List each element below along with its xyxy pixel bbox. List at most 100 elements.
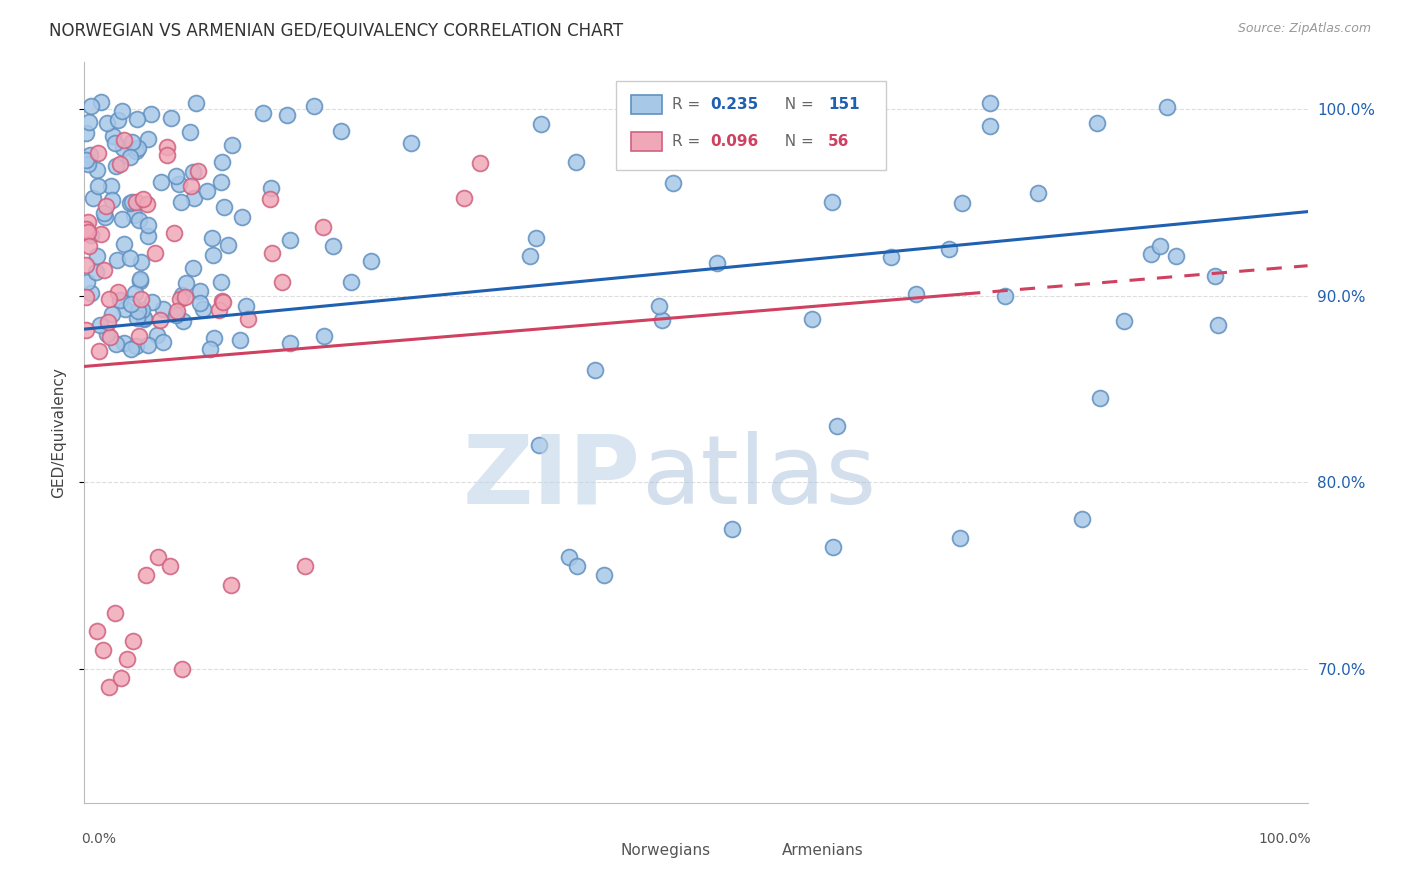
Point (1139, 247, 1161, 261)
Bar (631, 132, 662, 151)
Point (647, 299, 669, 313)
Text: 100.0%: 100.0% (1258, 832, 1312, 847)
FancyBboxPatch shape (616, 81, 886, 169)
Point (166, 303, 188, 318)
Point (77, 115, 100, 129)
Point (132, 192, 155, 206)
Point (96, 326, 118, 341)
Point (136, 338, 159, 352)
Point (260, 181, 283, 195)
Text: 0.235: 0.235 (710, 97, 759, 112)
Point (101, 307, 124, 321)
Point (661, 176, 683, 190)
Point (135, 568, 157, 582)
Point (97, 315, 120, 329)
Point (75, 153, 97, 167)
Point (159, 558, 181, 573)
Point (136, 197, 159, 211)
Point (103, 128, 125, 143)
Point (139, 107, 162, 121)
Point (278, 233, 301, 247)
Point (163, 226, 186, 240)
Point (112, 133, 135, 147)
Point (79, 147, 101, 161)
Point (322, 239, 344, 253)
Point (994, 288, 1017, 302)
Point (104, 136, 127, 150)
Point (112, 237, 135, 252)
Point (1026, 186, 1049, 201)
Point (1149, 239, 1171, 253)
Point (75, 323, 97, 337)
Point (128, 213, 150, 227)
Point (107, 113, 129, 128)
Point (90, 227, 112, 241)
Text: atlas: atlas (641, 431, 876, 524)
Point (278, 336, 301, 351)
Text: Norwegians: Norwegians (620, 844, 710, 858)
Point (127, 141, 149, 155)
Text: ZIP: ZIP (463, 431, 641, 524)
Point (127, 112, 149, 127)
Point (131, 255, 153, 269)
Point (311, 220, 333, 235)
Point (129, 274, 152, 288)
Point (211, 293, 233, 308)
Point (107, 285, 129, 299)
Point (146, 549, 169, 564)
Text: N =: N = (776, 134, 820, 149)
Point (120, 252, 142, 266)
Point (89, 318, 111, 332)
Point (159, 112, 181, 126)
Y-axis label: GED/Equivalency: GED/Equivalency (51, 368, 66, 498)
Point (211, 155, 233, 169)
Point (183, 192, 205, 206)
Point (129, 292, 152, 306)
Point (187, 164, 209, 178)
Point (110, 293, 132, 307)
Point (152, 334, 174, 349)
Point (98, 330, 121, 344)
Point (260, 245, 283, 260)
Point (703, 117, 725, 131)
Point (212, 294, 235, 309)
Point (195, 184, 218, 198)
Point (97, 292, 120, 306)
Point (167, 177, 190, 191)
Point (212, 200, 235, 214)
Point (165, 169, 187, 183)
Point (330, 124, 353, 138)
Point (76, 215, 98, 229)
Point (132, 312, 155, 326)
Text: 56: 56 (828, 134, 849, 149)
Point (120, 342, 142, 356)
Point (125, 310, 148, 325)
Point (201, 231, 224, 245)
Point (127, 304, 149, 318)
Point (143, 246, 166, 260)
Point (100, 178, 122, 193)
Point (399, 136, 422, 150)
Point (1204, 268, 1226, 283)
Point (110, 157, 132, 171)
Point (112, 141, 135, 155)
Point (75, 290, 97, 304)
Point (302, 99, 325, 113)
Point (592, 568, 614, 582)
Point (229, 333, 252, 347)
Text: Source: ZipAtlas.com: Source: ZipAtlas.com (1237, 22, 1371, 36)
Point (169, 292, 191, 306)
Point (276, 108, 298, 122)
Point (208, 303, 231, 318)
Point (79, 99, 101, 113)
Point (87, 145, 110, 160)
Point (170, 288, 193, 302)
Point (468, 156, 491, 170)
Point (174, 290, 197, 304)
Point (221, 138, 243, 153)
Point (202, 330, 225, 344)
Point (104, 606, 127, 620)
Point (527, 438, 550, 452)
Point (184, 95, 207, 110)
Text: 0.0%: 0.0% (80, 832, 115, 847)
